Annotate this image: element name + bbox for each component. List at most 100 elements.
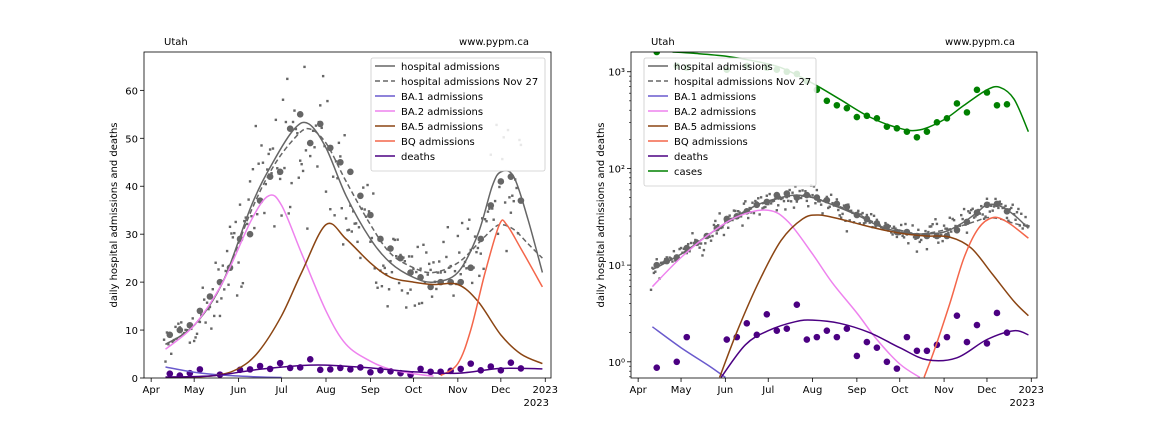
- daily-point: [835, 198, 839, 201]
- daily-point: [511, 194, 514, 197]
- daily-point: [701, 254, 704, 257]
- daily-point: [509, 211, 513, 214]
- series-line-ba-1-admissions: [651, 326, 726, 378]
- daily-point: [1004, 204, 1007, 208]
- daily-point: [795, 200, 799, 203]
- daily-point: [213, 314, 216, 318]
- daily-point: [960, 213, 963, 217]
- daily-point: [194, 336, 197, 339]
- daily-point: [324, 190, 328, 193]
- daily-point: [821, 212, 824, 215]
- daily-point: [244, 216, 247, 219]
- deaths-weekly-point: [683, 333, 691, 341]
- x-tick-label: Aug: [803, 385, 823, 396]
- daily-point: [652, 271, 656, 275]
- hospital-weekly-point: [347, 168, 354, 176]
- daily-point: [498, 185, 501, 189]
- daily-point: [901, 234, 904, 238]
- daily-point: [281, 98, 285, 101]
- daily-point: [316, 165, 319, 168]
- daily-point: [202, 298, 206, 301]
- legend-label: deaths: [401, 152, 435, 163]
- daily-point: [799, 196, 803, 200]
- daily-point: [359, 256, 362, 260]
- daily-point: [911, 224, 914, 227]
- hospital-weekly-point: [246, 230, 254, 238]
- legend-label: hospital admissions: [401, 62, 500, 73]
- daily-point: [962, 207, 966, 211]
- daily-point: [651, 266, 654, 270]
- daily-point: [228, 225, 232, 229]
- daily-point: [757, 197, 760, 200]
- daily-point: [818, 200, 821, 203]
- y-tick-label: 50: [125, 134, 138, 145]
- daily-point: [741, 224, 744, 227]
- cases-weekly-point: [913, 133, 921, 141]
- daily-point: [875, 218, 879, 222]
- daily-point: [884, 221, 887, 225]
- daily-point: [309, 154, 312, 158]
- daily-point: [804, 190, 807, 193]
- x-tick-label: Apr: [629, 385, 647, 396]
- daily-point: [709, 239, 713, 242]
- daily-point: [299, 159, 302, 162]
- daily-point: [248, 180, 252, 183]
- daily-point: [814, 202, 817, 205]
- daily-point: [256, 213, 259, 216]
- daily-point: [1014, 218, 1017, 221]
- x-offset-label: 2023: [524, 398, 549, 409]
- cases-weekly-point: [853, 113, 861, 121]
- deaths-weekly-point: [457, 365, 465, 373]
- series-line-bq-admissions: [440, 219, 544, 377]
- daily-point: [306, 227, 309, 230]
- deaths-weekly-point: [963, 338, 971, 346]
- daily-point: [237, 261, 240, 264]
- hospital-weekly-point: [296, 111, 304, 118]
- daily-point: [235, 294, 239, 297]
- daily-point: [376, 286, 379, 289]
- daily-point: [819, 203, 823, 206]
- daily-point: [768, 192, 771, 196]
- daily-point: [390, 270, 394, 274]
- cases-weekly-point: [963, 109, 971, 116]
- daily-point: [944, 227, 947, 230]
- daily-point: [784, 208, 787, 211]
- daily-point: [869, 212, 873, 216]
- daily-point: [220, 297, 223, 300]
- y-tick-label: 20: [125, 278, 138, 289]
- hospital-weekly-point: [497, 178, 505, 185]
- deaths-weekly-point: [993, 309, 1001, 317]
- daily-point: [417, 302, 421, 305]
- daily-point: [937, 241, 940, 244]
- series-line-hospital-admissions: [652, 194, 1029, 271]
- daily-point: [333, 214, 336, 217]
- daily-point: [769, 202, 773, 205]
- daily-point: [294, 127, 298, 131]
- deaths-weekly-point: [893, 365, 901, 372]
- daily-point: [446, 225, 450, 229]
- daily-point: [698, 246, 701, 249]
- daily-point: [343, 134, 346, 137]
- daily-point: [250, 215, 253, 218]
- daily-point: [715, 232, 718, 235]
- daily-point: [892, 225, 896, 228]
- daily-point: [483, 218, 487, 221]
- series-line-deaths: [720, 319, 1029, 378]
- deaths-weekly-point: [783, 325, 791, 332]
- daily-point: [734, 209, 737, 213]
- daily-point: [208, 305, 212, 309]
- daily-point: [165, 331, 169, 334]
- daily-point: [752, 211, 756, 215]
- daily-point: [789, 200, 793, 203]
- daily-point: [321, 74, 325, 78]
- daily-point: [837, 208, 840, 212]
- hospital-weekly-point: [953, 226, 961, 234]
- daily-point: [326, 99, 329, 103]
- daily-point: [396, 238, 399, 241]
- daily-point: [403, 260, 407, 263]
- daily-point: [192, 339, 196, 343]
- daily-point: [758, 213, 761, 216]
- daily-point: [845, 230, 849, 233]
- daily-point: [889, 231, 893, 234]
